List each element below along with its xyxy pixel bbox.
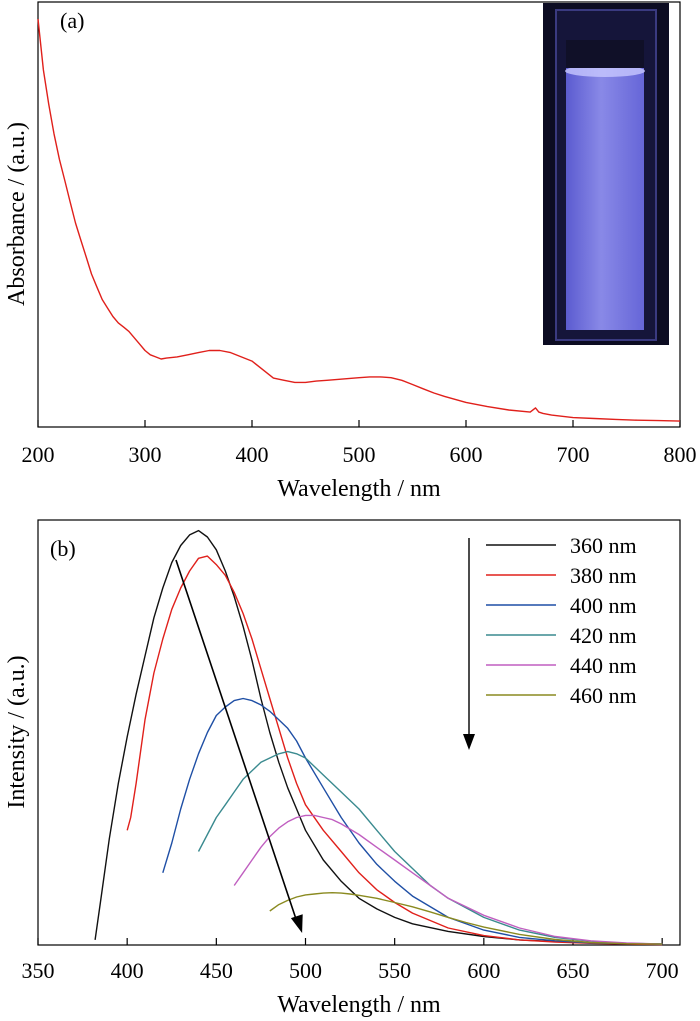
legend-label: 400 nm — [570, 593, 637, 618]
panel-a-label: (a) — [60, 8, 84, 33]
x-tick-label: 400 — [236, 442, 269, 467]
legend-arrow — [463, 538, 475, 750]
series-line-360-nm — [94, 529, 663, 945]
x-tick-label: 200 — [22, 442, 55, 467]
cuvette-photo-inset — [543, 3, 669, 345]
series-line-420-nm — [197, 750, 663, 945]
panel-b-x-tick-labels: 350 400 450 500 550 600 650 700 — [22, 958, 679, 983]
panel-b-x-axis-label: Wavelength / nm — [277, 992, 441, 1018]
x-tick-label: 400 — [111, 958, 144, 983]
series-line-400-nm — [162, 697, 663, 945]
panel-a-series — [37, 18, 681, 422]
x-tick-label: 700 — [557, 442, 590, 467]
series-line-380-nm — [126, 555, 663, 946]
panel-a-x-ticks — [37, 420, 681, 427]
x-tick-label: 500 — [289, 958, 322, 983]
x-tick-label: 600 — [450, 442, 483, 467]
x-tick-label: 450 — [200, 958, 233, 983]
panel-b-legend: 360 nm 380 nm 400 nm 420 nm 440 nm 460 nm — [486, 533, 637, 708]
panel-a-x-tick-labels: 200 300 400 500 600 700 800 — [22, 442, 697, 467]
series-line-460-nm — [269, 892, 663, 945]
legend-label: 440 nm — [570, 653, 637, 678]
panel-b-label: (b) — [50, 536, 76, 561]
x-tick-label: 350 — [22, 958, 55, 983]
panel-b: 350 400 450 500 550 600 650 700 360 nm 380 nm 400… — [4, 519, 681, 1018]
x-tick-label: 700 — [646, 958, 679, 983]
legend-label: 420 nm — [570, 623, 637, 648]
peak-shift-arrow — [175, 559, 303, 933]
series-line-440-nm — [233, 814, 663, 945]
x-tick-label: 300 — [129, 442, 162, 467]
legend-label: 380 nm — [570, 563, 637, 588]
series-line-0 — [37, 18, 681, 422]
panel-b-plot-frame — [37, 519, 681, 946]
panel-a: 200 300 400 500 600 700 800 (a) Wavelength / n… — [4, 1, 697, 502]
x-tick-label: 600 — [467, 958, 500, 983]
x-tick-label: 650 — [557, 958, 590, 983]
x-tick-label: 800 — [664, 442, 697, 467]
x-tick-label: 500 — [343, 442, 376, 467]
panel-b-y-axis-label: Intensity / (a.u.) — [4, 655, 30, 808]
x-tick-label: 550 — [378, 958, 411, 983]
panel-a-x-axis-label: Wavelength / nm — [277, 476, 441, 502]
legend-label: 460 nm — [570, 683, 637, 708]
panel-a-y-axis-label: Absorbance / (a.u.) — [4, 122, 30, 306]
legend-label: 360 nm — [570, 533, 637, 558]
panel-b-series — [94, 529, 663, 946]
